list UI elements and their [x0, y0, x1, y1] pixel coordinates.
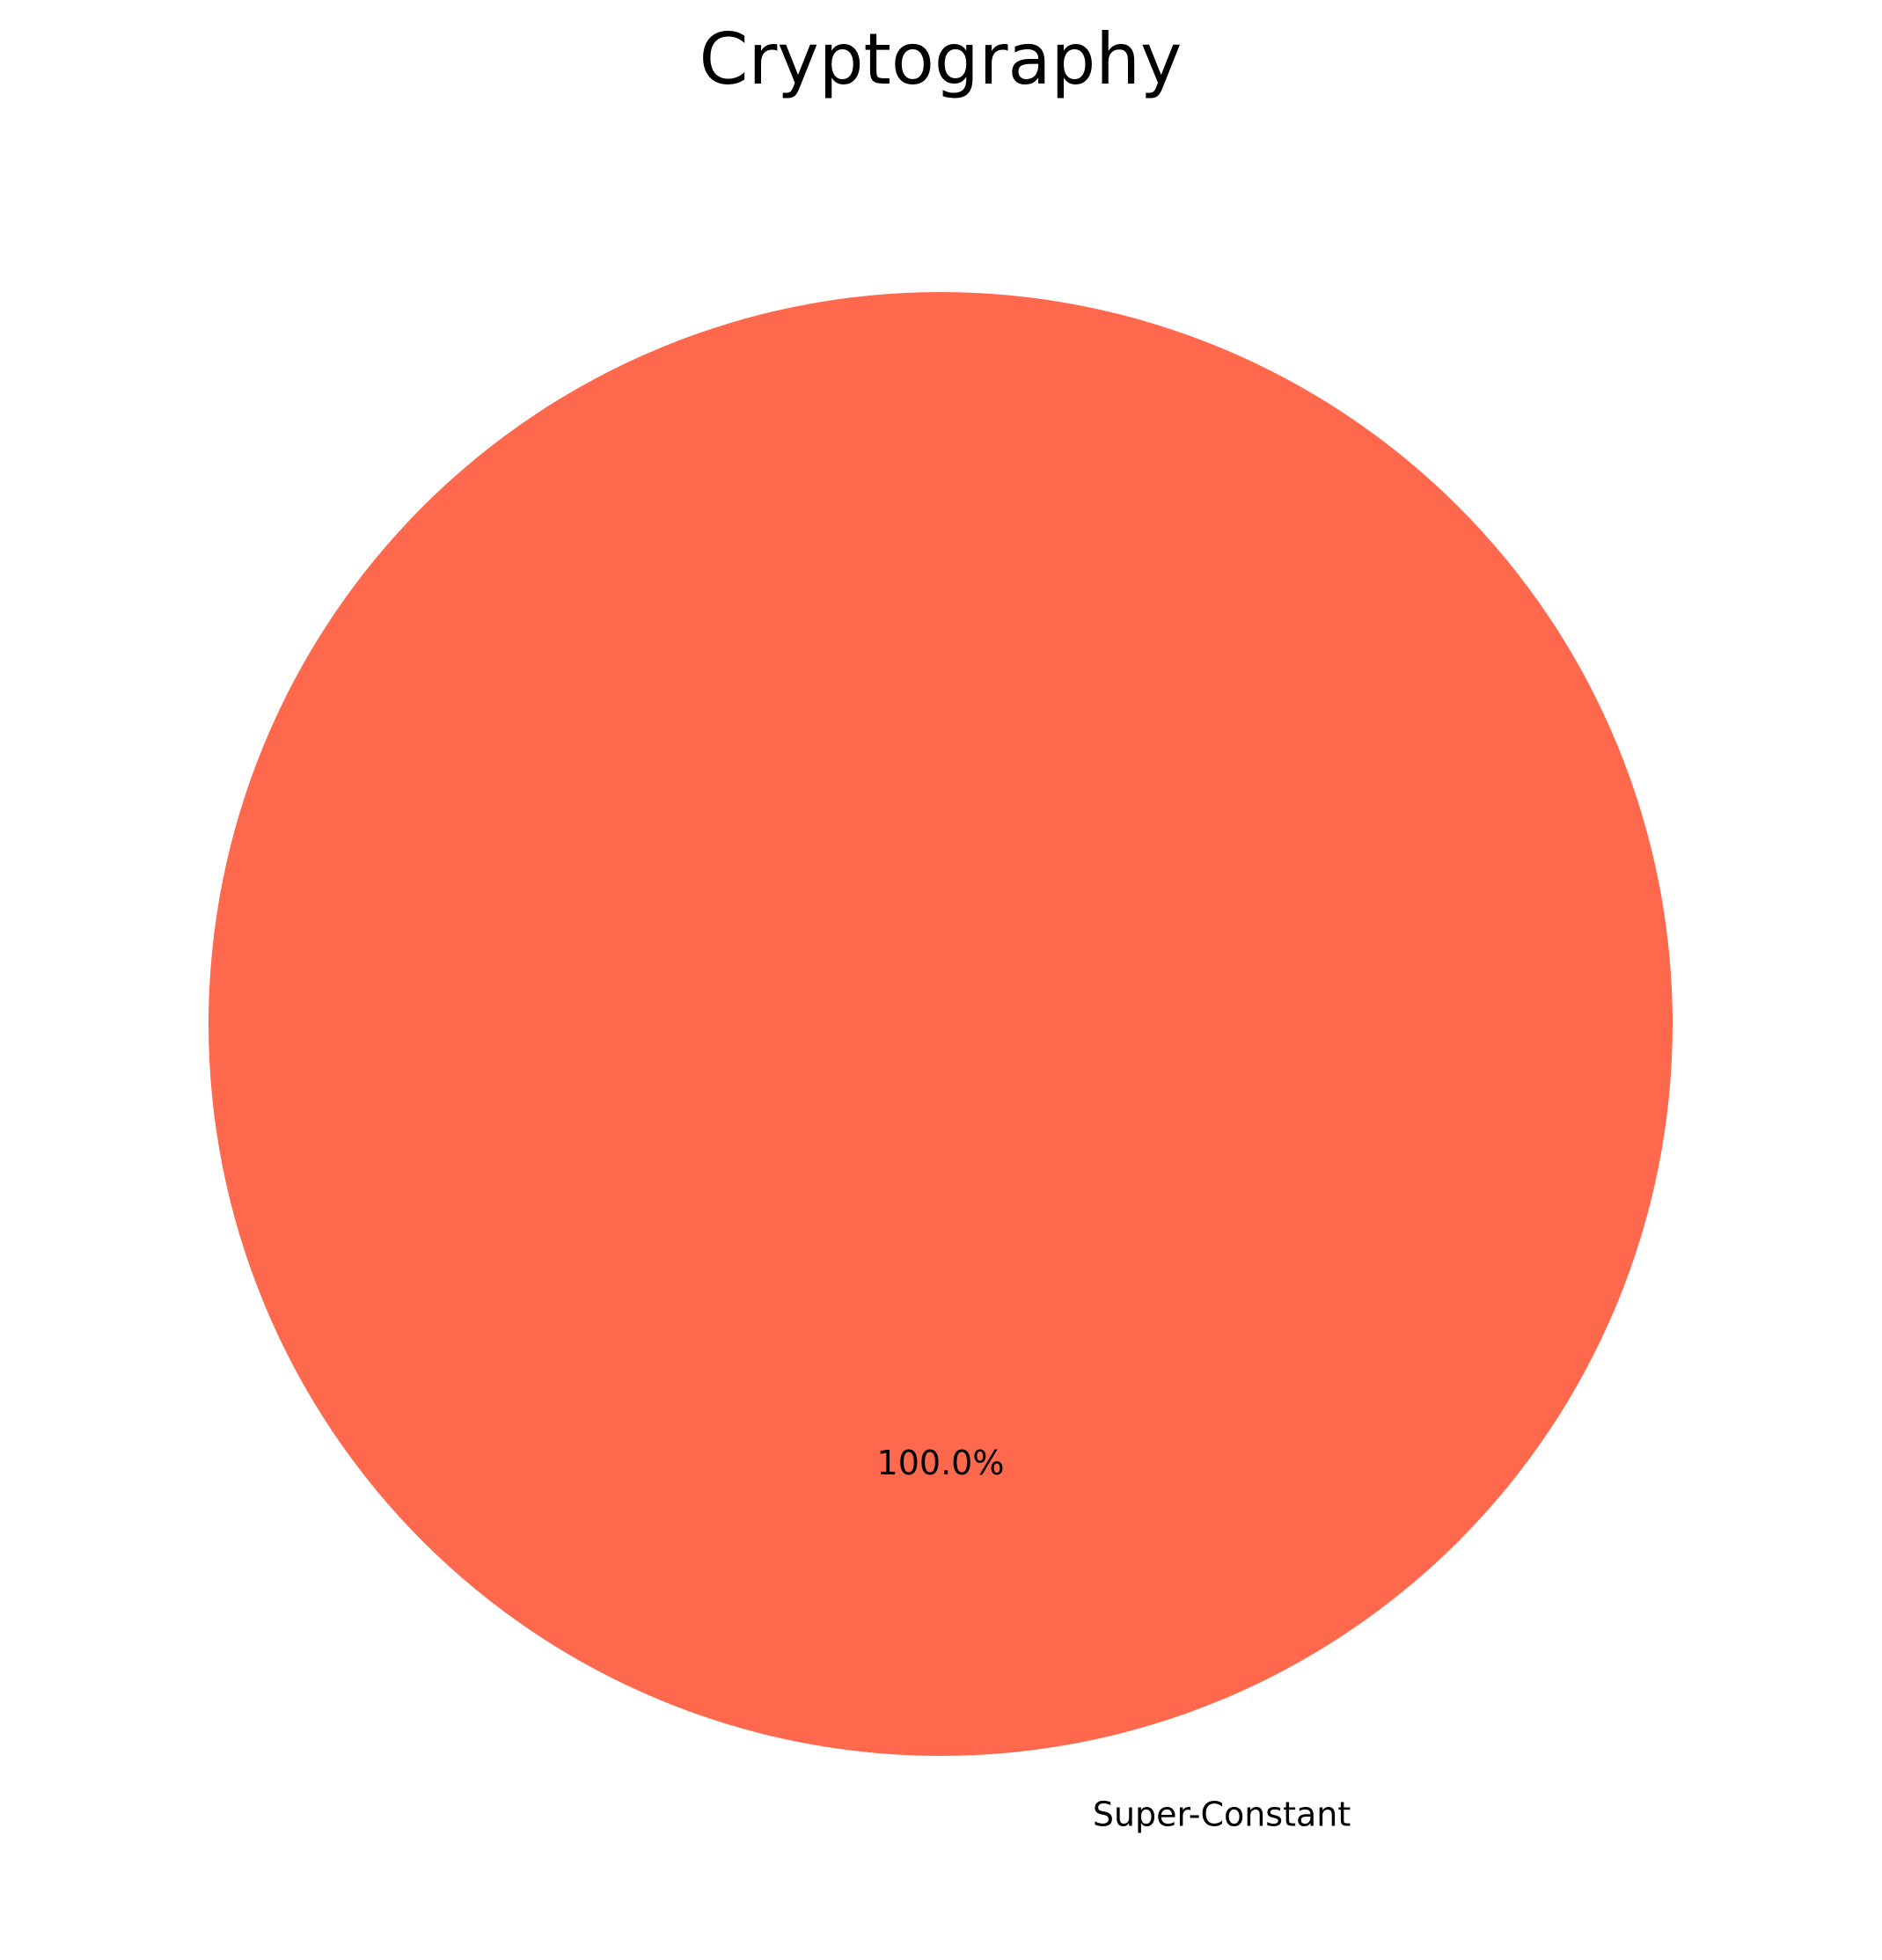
pie-slice: [209, 292, 1673, 1756]
chart-title: Cryptography: [699, 18, 1183, 100]
slice-percent-label: 100.0%: [877, 1444, 1005, 1482]
pie-slices: 100.0% Super-Constant: [209, 292, 1673, 1834]
slice-label: Super-Constant: [1093, 1795, 1351, 1834]
